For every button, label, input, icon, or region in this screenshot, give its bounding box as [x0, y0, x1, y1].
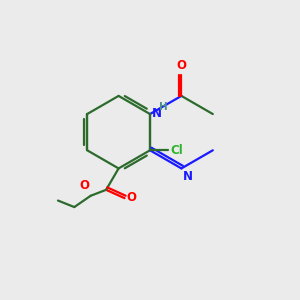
Text: H: H	[159, 103, 167, 112]
Text: N: N	[152, 107, 161, 120]
Text: O: O	[80, 179, 89, 192]
Text: O: O	[176, 59, 186, 72]
Text: Cl: Cl	[170, 144, 183, 157]
Text: O: O	[127, 191, 136, 204]
Text: N: N	[183, 169, 193, 183]
